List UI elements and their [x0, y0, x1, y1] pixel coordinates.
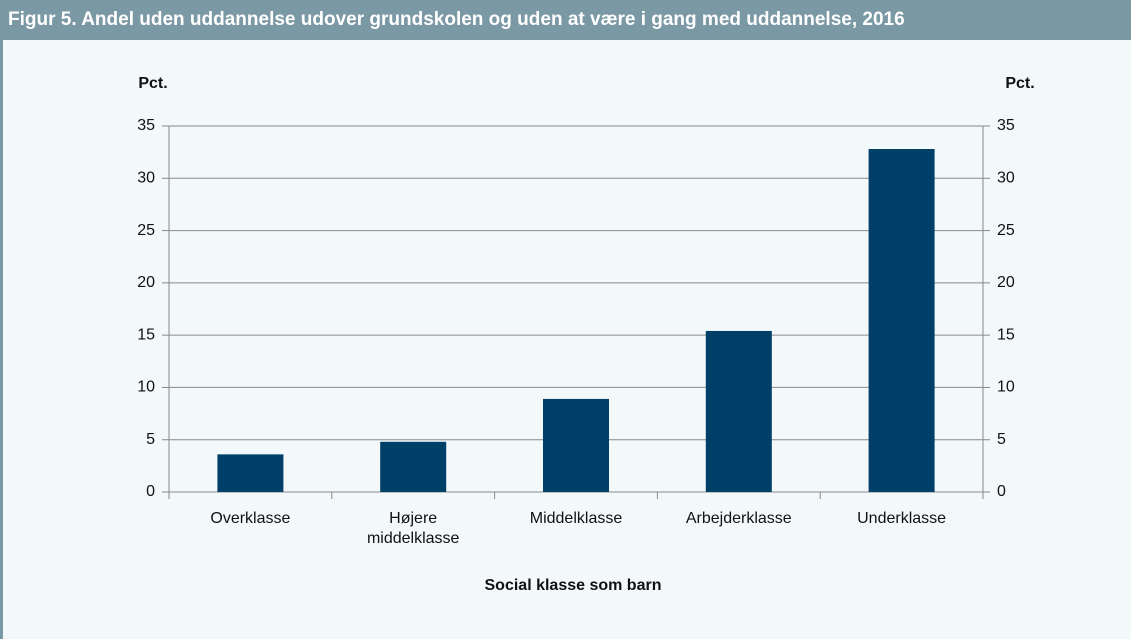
- bar: [868, 149, 935, 492]
- x-tick-label: Arbejderklasse: [685, 510, 792, 527]
- y2-tick-label: 5: [997, 431, 1006, 448]
- bar: [705, 330, 772, 492]
- y2-tick-label: 20: [997, 274, 1015, 291]
- y-tick-label: 10: [137, 379, 155, 396]
- y2-tick-label: 15: [997, 326, 1015, 343]
- chart-title: Figur 5. Andel uden uddannelse udover gr…: [0, 0, 1131, 40]
- y-tick-label: 30: [137, 170, 155, 187]
- y2-tick-label: 25: [997, 222, 1015, 239]
- y2-tick-label: 30: [997, 170, 1015, 187]
- x-tick-label: Højere middelklasse: [366, 510, 460, 547]
- y-tick-label: 25: [137, 222, 155, 239]
- y-tick-label: 20: [137, 274, 155, 291]
- x-tick-label: Overklasse: [210, 510, 291, 527]
- y2-tick-label: 35: [997, 117, 1015, 134]
- y-tick-label: 15: [137, 326, 155, 343]
- y-tick-label: 5: [146, 431, 155, 448]
- bar: [217, 454, 284, 492]
- y2-tick-label: 10: [997, 379, 1015, 396]
- x-tick-label: Middelklasse: [529, 510, 623, 527]
- y-tick-label: 35: [137, 117, 155, 134]
- x-axis-label: Social klasse som barn: [485, 577, 662, 594]
- y-axis-label: Pct.: [138, 75, 167, 92]
- y2-tick-label: 0: [997, 483, 1006, 500]
- bar: [543, 398, 609, 492]
- y2-axis-label: Pct.: [1005, 75, 1034, 92]
- y-tick-label: 0: [146, 483, 155, 500]
- bar: [380, 441, 447, 492]
- x-tick-label: Underklasse: [857, 510, 947, 527]
